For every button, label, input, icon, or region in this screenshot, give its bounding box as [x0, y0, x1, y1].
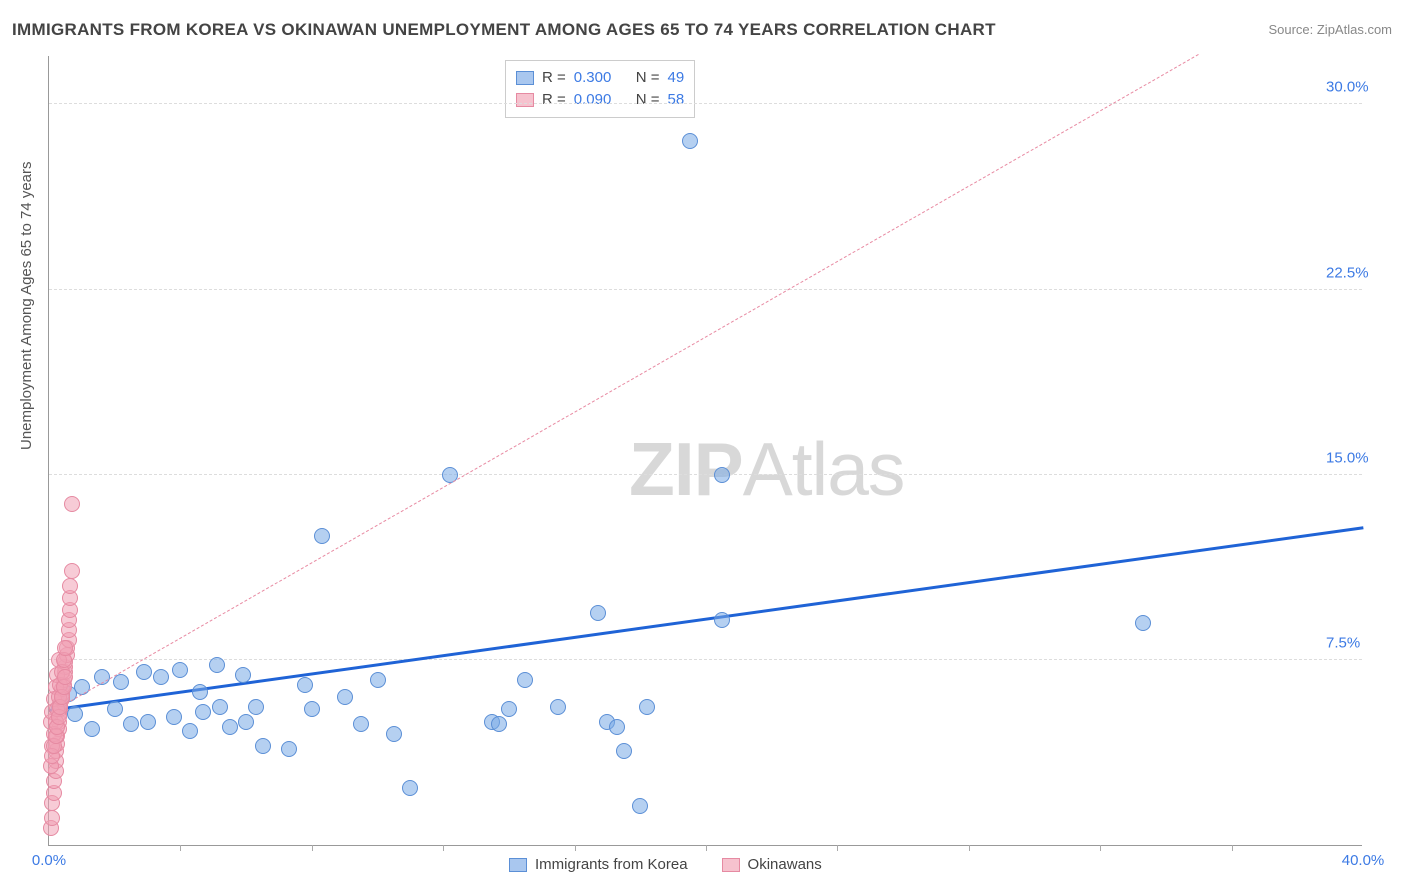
data-point: [1135, 615, 1151, 631]
gridline: [49, 474, 1362, 475]
data-point: [123, 716, 139, 732]
legend-item-label: Okinawans: [748, 856, 822, 873]
data-point: [297, 677, 313, 693]
source-attribution: Source: ZipAtlas.com: [1268, 22, 1392, 37]
data-point: [517, 672, 533, 688]
x-tick-minor: [1100, 845, 1101, 851]
data-point: [136, 664, 152, 680]
legend-swatch: [509, 858, 527, 872]
data-point: [57, 640, 73, 656]
data-point: [609, 719, 625, 735]
legend-row: R = 0.300 N = 49: [516, 67, 684, 89]
data-point: [44, 810, 60, 826]
y-axis-label: Unemployment Among Ages 65 to 74 years: [18, 161, 35, 450]
legend-n-value: 58: [668, 89, 685, 111]
y-tick-label: 7.5%: [1326, 634, 1406, 651]
data-point: [238, 714, 254, 730]
data-point: [222, 719, 238, 735]
data-point: [616, 743, 632, 759]
x-tick-minor: [837, 845, 838, 851]
data-point: [172, 662, 188, 678]
x-tick-minor: [575, 845, 576, 851]
trend-line: [49, 54, 1199, 714]
legend-item: Okinawans: [722, 856, 822, 873]
x-tick-minor: [706, 845, 707, 851]
legend-swatch: [722, 858, 740, 872]
y-tick-label: 15.0%: [1326, 449, 1406, 466]
data-point: [314, 528, 330, 544]
legend-n-label: N =: [636, 67, 660, 89]
data-point: [632, 798, 648, 814]
data-point: [550, 699, 566, 715]
data-point: [166, 709, 182, 725]
data-point: [281, 741, 297, 757]
data-point: [107, 701, 123, 717]
legend-n-value: 49: [668, 67, 685, 89]
data-point: [235, 667, 251, 683]
legend-swatch: [516, 71, 534, 85]
chart-title: IMMIGRANTS FROM KOREA VS OKINAWAN UNEMPL…: [12, 20, 996, 40]
x-tick-label: 0.0%: [32, 852, 66, 869]
data-point: [57, 669, 73, 685]
data-point: [714, 467, 730, 483]
y-tick-label: 30.0%: [1326, 79, 1406, 96]
x-tick-minor: [443, 845, 444, 851]
data-point: [182, 723, 198, 739]
data-point: [248, 699, 264, 715]
legend-r-label: R =: [542, 67, 566, 89]
gridline: [49, 103, 1362, 104]
x-tick-minor: [969, 845, 970, 851]
gridline: [49, 289, 1362, 290]
data-point: [62, 578, 78, 594]
data-point: [140, 714, 156, 730]
legend-row: R = 0.090 N = 58: [516, 89, 684, 111]
legend-r-label: R =: [542, 89, 566, 111]
x-tick-minor: [180, 845, 181, 851]
legend-item: Immigrants from Korea: [509, 856, 688, 873]
data-point: [192, 684, 208, 700]
gridline: [49, 659, 1362, 660]
data-point: [682, 133, 698, 149]
legend-n-label: N =: [636, 89, 660, 111]
x-tick-minor: [1232, 845, 1233, 851]
data-point: [212, 699, 228, 715]
data-point: [337, 689, 353, 705]
data-point: [113, 674, 129, 690]
data-point: [370, 672, 386, 688]
data-point: [209, 657, 225, 673]
data-point: [501, 701, 517, 717]
data-point: [590, 605, 606, 621]
watermark: ZIPAtlas: [629, 426, 904, 512]
legend-swatch: [516, 93, 534, 107]
data-point: [386, 726, 402, 742]
watermark-rest: Atlas: [743, 427, 905, 511]
correlation-legend: R = 0.300 N = 49 R = 0.090 N = 58: [505, 60, 695, 118]
chart-plot-area: ZIPAtlas R =0.300N =49R =0.090N =58 Immi…: [48, 56, 1362, 846]
data-point: [195, 704, 211, 720]
legend-r-value: 0.300: [574, 67, 628, 89]
data-point: [84, 721, 100, 737]
data-point: [491, 716, 507, 732]
x-tick-label: 40.0%: [1342, 852, 1385, 869]
data-point: [153, 669, 169, 685]
legend-r-value: 0.090: [574, 89, 628, 111]
data-point: [255, 738, 271, 754]
data-point: [353, 716, 369, 732]
data-point: [402, 780, 418, 796]
data-point: [714, 612, 730, 628]
trend-line: [49, 526, 1363, 712]
series-legend: Immigrants from Korea Okinawans: [509, 856, 822, 873]
x-tick-minor: [312, 845, 313, 851]
data-point: [64, 563, 80, 579]
data-point: [304, 701, 320, 717]
legend-item-label: Immigrants from Korea: [535, 856, 688, 873]
data-point: [64, 496, 80, 512]
y-tick-label: 22.5%: [1326, 264, 1406, 281]
data-point: [639, 699, 655, 715]
data-point: [67, 706, 83, 722]
